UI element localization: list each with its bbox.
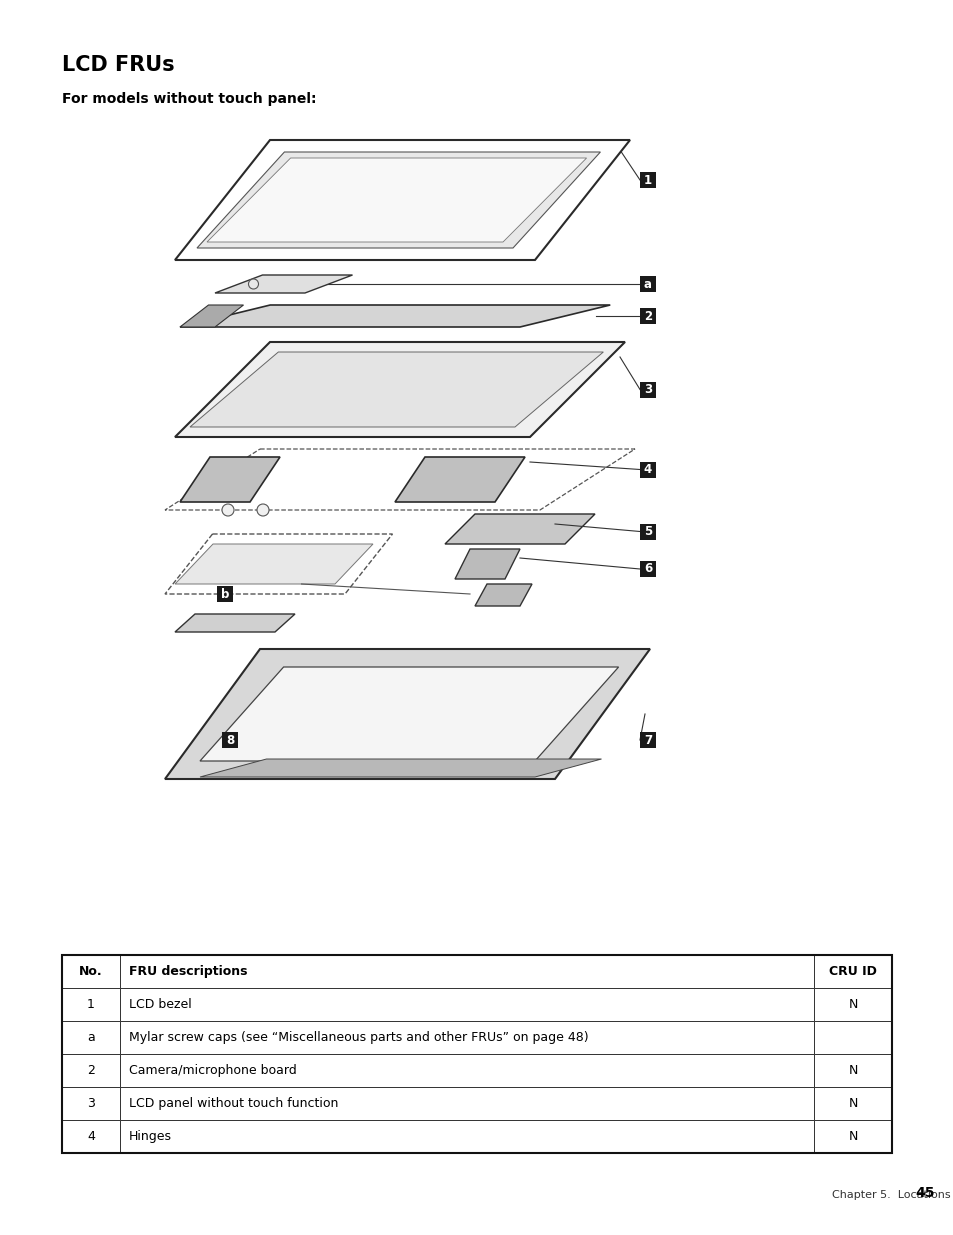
- Text: LCD bezel: LCD bezel: [129, 998, 192, 1011]
- Text: FRU descriptions: FRU descriptions: [129, 965, 247, 978]
- Circle shape: [256, 504, 269, 516]
- Polygon shape: [174, 140, 629, 261]
- Bar: [813, 955, 891, 988]
- Polygon shape: [444, 514, 595, 543]
- Text: Hinges: Hinges: [129, 1130, 172, 1144]
- Polygon shape: [200, 667, 618, 761]
- Bar: [639, 308, 656, 324]
- Text: 1: 1: [87, 998, 95, 1011]
- Polygon shape: [174, 342, 624, 437]
- Bar: [639, 172, 656, 188]
- Text: For models without touch panel:: For models without touch panel:: [62, 91, 316, 106]
- Text: N: N: [847, 1097, 857, 1110]
- Text: LCD panel without touch function: LCD panel without touch function: [129, 1097, 338, 1110]
- Text: a: a: [87, 1031, 94, 1044]
- Text: N: N: [847, 998, 857, 1011]
- Bar: [813, 1053, 891, 1087]
- Bar: [222, 732, 237, 748]
- Bar: [120, 1053, 813, 1087]
- Text: 5: 5: [643, 525, 652, 538]
- Bar: [639, 732, 656, 748]
- Polygon shape: [180, 457, 280, 501]
- Bar: [639, 561, 656, 577]
- Bar: [639, 275, 656, 291]
- Bar: [216, 585, 233, 601]
- Bar: [639, 462, 656, 478]
- Bar: [62, 1021, 120, 1053]
- Text: 2: 2: [87, 1065, 95, 1077]
- Text: N: N: [847, 1130, 857, 1144]
- Text: 6: 6: [643, 562, 652, 576]
- Text: CRU ID: CRU ID: [828, 965, 876, 978]
- Text: 2: 2: [643, 310, 652, 322]
- Text: b: b: [220, 588, 229, 600]
- Bar: [813, 1021, 891, 1053]
- Bar: [120, 1087, 813, 1120]
- Bar: [120, 1021, 813, 1053]
- Polygon shape: [165, 650, 649, 779]
- Text: 3: 3: [643, 383, 652, 396]
- Text: 4: 4: [87, 1130, 95, 1144]
- Polygon shape: [475, 584, 532, 606]
- Bar: [62, 955, 891, 1153]
- Polygon shape: [214, 275, 352, 293]
- Polygon shape: [190, 352, 602, 427]
- Bar: [813, 1120, 891, 1153]
- Text: No.: No.: [79, 965, 103, 978]
- Text: 4: 4: [643, 463, 652, 475]
- Polygon shape: [174, 614, 294, 632]
- Bar: [62, 988, 120, 1021]
- Bar: [120, 988, 813, 1021]
- Bar: [813, 1087, 891, 1120]
- Polygon shape: [395, 457, 524, 501]
- Text: LCD FRUs: LCD FRUs: [62, 56, 174, 75]
- Text: 8: 8: [226, 734, 233, 746]
- Text: 3: 3: [87, 1097, 95, 1110]
- Text: a: a: [643, 278, 651, 290]
- Polygon shape: [180, 305, 243, 327]
- Polygon shape: [174, 543, 373, 584]
- Circle shape: [248, 279, 258, 289]
- Polygon shape: [180, 305, 610, 327]
- Bar: [62, 955, 120, 988]
- Polygon shape: [207, 158, 586, 242]
- Circle shape: [222, 504, 233, 516]
- Polygon shape: [200, 760, 601, 777]
- Text: 1: 1: [643, 173, 652, 186]
- Polygon shape: [196, 152, 599, 248]
- Text: N: N: [847, 1065, 857, 1077]
- Text: 7: 7: [643, 734, 652, 746]
- Text: Camera/microphone board: Camera/microphone board: [129, 1065, 296, 1077]
- Bar: [62, 1120, 120, 1153]
- Text: Mylar screw caps (see “Miscellaneous parts and other FRUs” on page 48): Mylar screw caps (see “Miscellaneous par…: [129, 1031, 588, 1044]
- Bar: [639, 524, 656, 540]
- Bar: [639, 382, 656, 398]
- Bar: [62, 1053, 120, 1087]
- Bar: [813, 988, 891, 1021]
- Bar: [120, 1120, 813, 1153]
- Text: Chapter 5.  Locations: Chapter 5. Locations: [831, 1191, 949, 1200]
- Text: 45: 45: [914, 1186, 934, 1200]
- Bar: [120, 955, 813, 988]
- Polygon shape: [455, 550, 519, 579]
- Bar: [62, 1087, 120, 1120]
